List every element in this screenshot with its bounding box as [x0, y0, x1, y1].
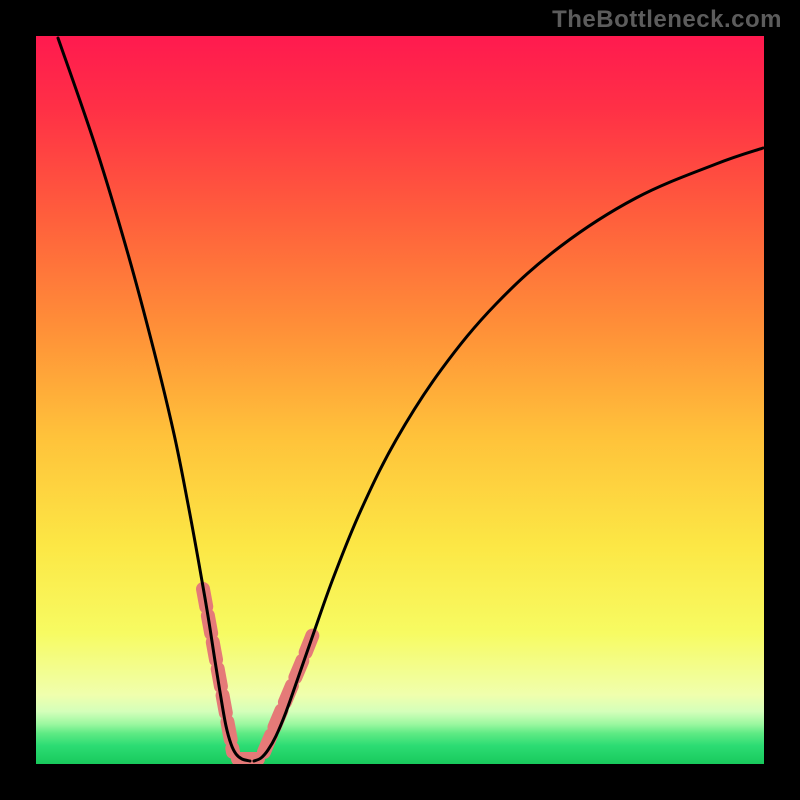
chart-frame: TheBottleneck.com — [0, 0, 800, 800]
curve-right-branch — [254, 148, 763, 761]
plot-area — [36, 36, 764, 764]
watermark-text: TheBottleneck.com — [552, 6, 782, 34]
bottleneck-curve — [36, 36, 764, 764]
